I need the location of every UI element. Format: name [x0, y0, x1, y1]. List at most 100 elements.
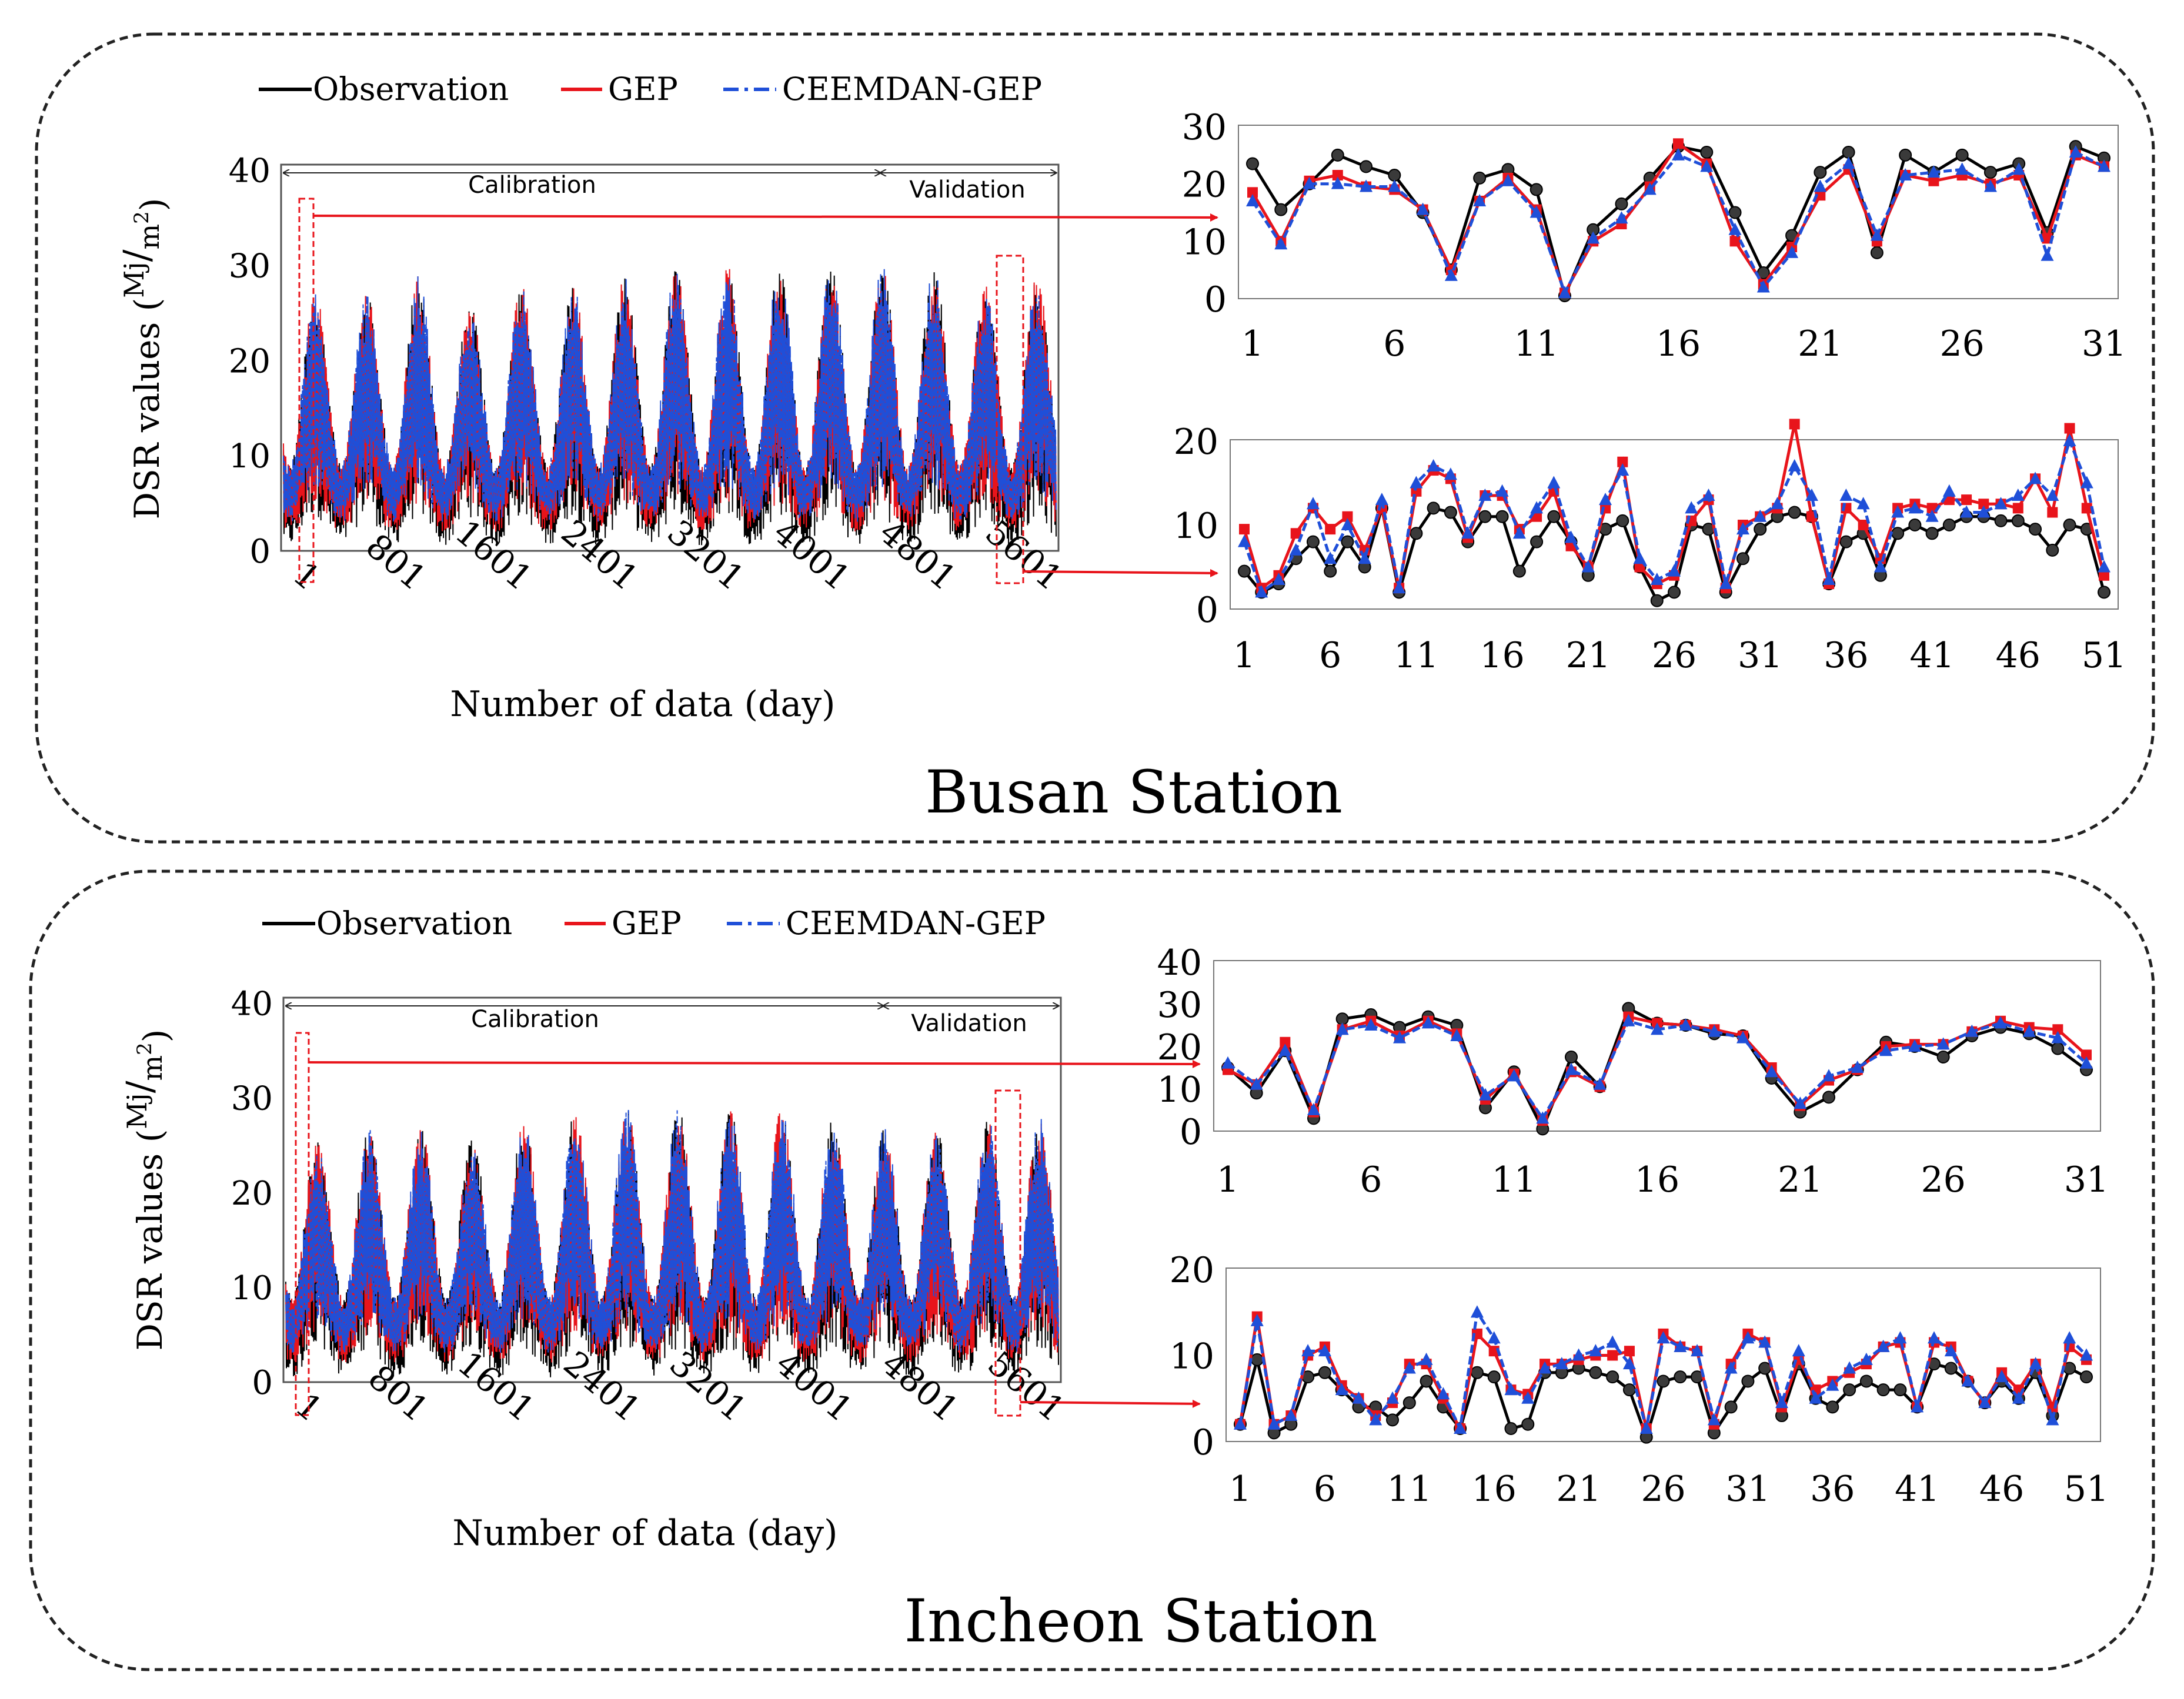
point-ceemdan-gep: [1736, 522, 1749, 535]
point-ceemdan-gep: [2012, 162, 2026, 175]
point-observation: [1250, 1353, 1264, 1366]
point-ceemdan-gep: [1331, 176, 1344, 189]
legend-observation-label: Observation: [313, 71, 509, 108]
zoom-xtick-label: 16: [1656, 323, 1701, 364]
point-observation: [1700, 145, 1714, 159]
point-ceemdan-gep: [1416, 202, 1430, 215]
point-observation: [1521, 1417, 1535, 1431]
point-ceemdan-gep: [1530, 205, 1543, 218]
point-ceemdan-gep: [1274, 237, 1288, 250]
point-observation: [1386, 1413, 1400, 1427]
point-gep: [1928, 175, 1939, 186]
point-gep: [1325, 524, 1336, 535]
point-ceemdan-gep: [1942, 484, 1956, 497]
point-observation: [1994, 514, 2008, 527]
point-gep: [1290, 528, 1301, 539]
point-ceemdan-gep: [1788, 459, 1801, 471]
main-ytick-label: 20: [231, 1175, 273, 1213]
point-observation: [1547, 510, 1561, 523]
point-gep: [1617, 456, 1628, 467]
main-plot-area: [282, 996, 1062, 1383]
zoom-xtick-label: 16: [1635, 1159, 1679, 1200]
zoom-ytick-label: 20: [1182, 165, 1227, 206]
zoom-xtick-label: 21: [1798, 323, 1842, 364]
point-ceemdan-gep: [1461, 526, 1475, 539]
point-observation: [2011, 514, 2025, 527]
point-observation: [1842, 145, 1855, 159]
point-ceemdan-gep: [1444, 467, 1457, 480]
point-observation: [1530, 535, 1544, 549]
point-observation: [1606, 1370, 1619, 1384]
main-ytick-label: 40: [231, 985, 273, 1024]
legend: Observation GEP CEEMDAN-GEP: [262, 905, 1046, 942]
point-observation: [1622, 1383, 1636, 1397]
point-observation: [1758, 1362, 1772, 1375]
zoom-xtick-label: 26: [1641, 1469, 1685, 1510]
point-ceemdan-gep: [1814, 179, 1827, 192]
point-observation: [1341, 535, 1354, 549]
validation-label: Validation: [909, 176, 1026, 203]
point-ceemdan-gep: [1487, 1331, 1501, 1344]
point-ceemdan-gep: [1303, 176, 1316, 189]
panel-frame: [35, 32, 2155, 844]
point-ceemdan-gep: [1538, 1361, 1552, 1374]
zoom-ytick-label: 20: [1170, 1250, 1214, 1291]
point-ceemdan-gep: [1965, 1024, 1979, 1037]
zoom-ytick-label: 0: [1180, 1112, 1202, 1153]
point-ceemdan-gep: [1536, 1111, 1549, 1124]
point-ceemdan-gep: [1324, 551, 1337, 564]
point-ceemdan-gep: [1894, 1331, 1907, 1344]
point-ceemdan-gep: [1995, 1370, 2009, 1383]
zoom-arrow-calibration: [308, 1059, 1201, 1068]
point-observation: [2080, 1370, 2093, 1384]
point-ceemdan-gep: [1530, 501, 1544, 514]
calibration-label: Calibration: [468, 172, 596, 199]
zoom-box-validation: [996, 255, 1024, 584]
point-ceemdan-gep: [2069, 145, 2082, 158]
zoom-xtick-label: 16: [1472, 1469, 1517, 1510]
point-gep: [1247, 187, 1258, 198]
ylabel-unit-close: ): [136, 1029, 176, 1043]
point-ceemdan-gep: [1826, 1378, 1839, 1391]
point-gep: [2064, 423, 2075, 434]
point-ceemdan-gep: [1879, 1044, 1893, 1056]
point-ceemdan-gep: [2029, 1357, 2042, 1370]
point-observation: [1728, 206, 1742, 219]
point-ceemdan-gep: [1719, 577, 1732, 590]
point-ceemdan-gep: [1450, 1029, 1464, 1041]
point-ceemdan-gep: [1246, 193, 1259, 206]
zoom-xtick-label: 16: [1480, 635, 1524, 676]
point-ceemdan-gep: [1622, 1357, 1636, 1370]
point-ceemdan-gep: [1708, 1024, 1721, 1037]
point-observation: [1822, 1091, 1835, 1104]
legend-ceemdan-label: CEEMDAN-GEP: [782, 71, 1042, 108]
zoom-line-ceemdan-gep: [1251, 150, 2105, 297]
zoom-xtick-label: 51: [2064, 1469, 2109, 1510]
zoom-xtick-label: 26: [1921, 1159, 1965, 1200]
point-ceemdan-gep: [1668, 564, 1681, 577]
point-ceemdan-gep: [1955, 162, 1969, 175]
zoom-xtick-label: 21: [1556, 1469, 1601, 1510]
point-observation: [1512, 564, 1526, 578]
point-ceemdan-gep: [1700, 159, 1714, 172]
point-ceemdan-gep: [1771, 497, 1784, 510]
point-gep: [1815, 190, 1826, 201]
zoom-ytick-label: 40: [1157, 942, 1202, 984]
point-ceemdan-gep: [1318, 1344, 1331, 1357]
point-ceemdan-gep: [1809, 1391, 1822, 1404]
zoom-line-observation: [1238, 1359, 2088, 1442]
zoom-xtick-label: 11: [1394, 635, 1438, 676]
ylabel-text: DSR values (: [127, 298, 167, 520]
point-ceemdan-gep: [1936, 1037, 1950, 1050]
point-observation: [1360, 160, 1373, 173]
point-ceemdan-gep: [1741, 1331, 1755, 1344]
point-ceemdan-gep: [1375, 493, 1388, 506]
point-ceemdan-gep: [1360, 179, 1373, 192]
point-observation: [1318, 1366, 1331, 1379]
point-ceemdan-gep: [1421, 1016, 1435, 1029]
point-ceemdan-gep: [1410, 476, 1423, 489]
